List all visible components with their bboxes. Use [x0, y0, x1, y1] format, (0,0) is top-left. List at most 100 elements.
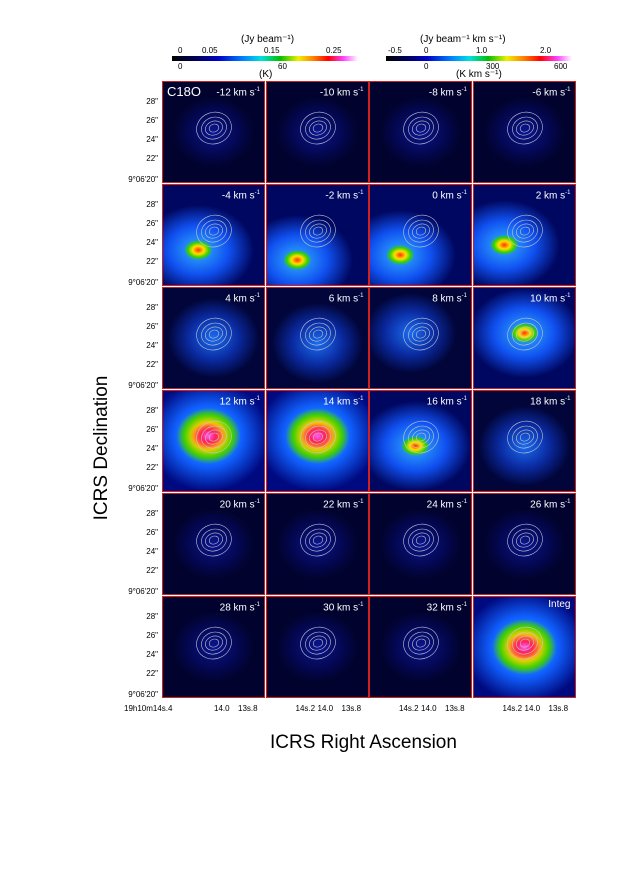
contour-ring	[403, 214, 439, 248]
channel-panel: 4 km s-1	[162, 287, 265, 389]
contour-overlay	[196, 626, 232, 660]
y-tick-label: 28"	[146, 509, 158, 518]
contour-overlay	[196, 420, 232, 454]
colorbar-right-unit-top: (Jy beam⁻¹ km s⁻¹)	[420, 34, 506, 45]
contour-ring	[308, 120, 327, 136]
contour-ring	[412, 223, 430, 239]
contour-overlay	[299, 626, 336, 660]
contour-ring	[201, 425, 227, 449]
contour-overlay	[506, 523, 543, 557]
y-tick-label: 28"	[146, 612, 158, 621]
contour-overlay	[403, 420, 439, 454]
contour-ring	[515, 326, 534, 342]
colorbar-right-unit-bottom: (K km s⁻¹)	[456, 69, 502, 80]
contour-ring	[304, 116, 331, 140]
y-tick-label: 28"	[146, 97, 158, 106]
contour-ring	[519, 123, 530, 133]
contour-ring	[511, 219, 538, 243]
y-tick-label: 28"	[146, 303, 158, 312]
contour-ring	[308, 635, 327, 651]
contour-ring	[412, 326, 430, 342]
contour-ring	[511, 631, 538, 655]
contour-ring	[304, 528, 331, 552]
y-tick-label: 24"	[146, 444, 158, 453]
contour-ring	[201, 116, 227, 140]
colorbar-left-btick-0: 0	[178, 62, 183, 71]
y-tick-label: 24"	[146, 341, 158, 350]
y-tick-label: 22"	[146, 154, 158, 163]
y-tick-label: 28"	[146, 200, 158, 209]
channel-panel: Integ	[472, 596, 576, 698]
channel-panel: 12 km s-1	[162, 390, 265, 492]
channel-panel: 26 km s-1	[472, 493, 576, 595]
colorbar-right-btick-1: 300	[486, 62, 500, 71]
contour-ring	[299, 523, 336, 557]
channel-panel: 16 km s-1	[369, 390, 472, 492]
contour-ring	[408, 116, 434, 140]
contour-ring	[519, 432, 530, 442]
contour-overlay	[403, 523, 439, 557]
x-tick-label: 14s.2	[502, 704, 523, 713]
contour-overlay	[506, 317, 543, 351]
colorbar-left-unit-bottom: (K)	[259, 69, 273, 80]
colorbar-left-tick-3: 0.25	[326, 46, 342, 55]
contour-ring	[208, 226, 220, 236]
velocity-label: 10 km s-1	[530, 293, 571, 305]
velocity-label: 28 km s-1	[219, 602, 260, 614]
contour-overlay	[403, 626, 439, 660]
velocity-label: -6 km s-1	[532, 87, 571, 99]
contour-overlay	[403, 317, 439, 351]
colorbar-right-btick-2: 600	[554, 62, 568, 71]
contour-ring	[299, 214, 336, 248]
channel-panel: -4 km s-1	[162, 184, 265, 286]
channel-panel: 30 km s-1	[265, 596, 369, 698]
x-tick-label: 14.0	[317, 704, 334, 713]
contour-ring	[299, 420, 336, 454]
contour-ring	[412, 635, 430, 651]
contour-ring	[519, 226, 530, 236]
contour-ring	[205, 532, 223, 548]
contour-ring	[205, 635, 223, 651]
channel-panel: -12 km s-1 C18O	[162, 81, 265, 183]
colorbar-left-btick-1: 60	[278, 62, 287, 71]
molecule-label: C18O	[167, 84, 201, 99]
contour-overlay	[196, 523, 232, 557]
contour-ring	[506, 420, 543, 454]
velocity-label: 20 km s-1	[219, 499, 260, 511]
contour-overlay	[506, 214, 543, 248]
contour-overlay	[506, 626, 543, 660]
y-tick-label: 9°06'20"	[128, 484, 158, 493]
contour-ring	[515, 635, 534, 651]
velocity-label: -2 km s-1	[325, 190, 364, 202]
contour-ring	[408, 425, 434, 449]
channel-panel: -2 km s-1	[265, 184, 369, 286]
channel-panel: 0 km s-1	[369, 184, 472, 286]
y-tick-label: 22"	[146, 669, 158, 678]
channel-panel: 6 km s-1	[265, 287, 369, 389]
contour-ring	[196, 420, 232, 454]
y-tick-label: 9°06'20"	[128, 587, 158, 596]
channel-panel: 10 km s-1	[472, 287, 576, 389]
contour-ring	[208, 535, 220, 545]
contour-ring	[205, 223, 223, 239]
contour-overlay	[299, 214, 336, 248]
y-tick-label: 9°06'20"	[128, 175, 158, 184]
x-tick-label: 14s.2	[295, 704, 316, 713]
x-tick-label: 14s.2	[399, 704, 419, 713]
contour-overlay	[196, 111, 232, 145]
velocity-label: 24 km s-1	[426, 499, 467, 511]
contour-ring	[515, 429, 534, 445]
channel-panel: -6 km s-1	[472, 81, 576, 183]
channel-panel: -10 km s-1	[265, 81, 369, 183]
contour-ring	[519, 638, 530, 648]
colorbar-right	[386, 56, 572, 61]
y-tick-label: 28"	[146, 406, 158, 415]
contour-ring	[312, 123, 323, 133]
contour-ring	[506, 214, 543, 248]
x-tick-label: 14.0	[421, 704, 437, 713]
y-tick-label: 24"	[146, 135, 158, 144]
x-tick-first: 19h10m14s.4	[124, 704, 173, 713]
y-tick-label: 22"	[146, 463, 158, 472]
contour-ring	[208, 638, 220, 648]
contour-ring	[408, 219, 434, 243]
